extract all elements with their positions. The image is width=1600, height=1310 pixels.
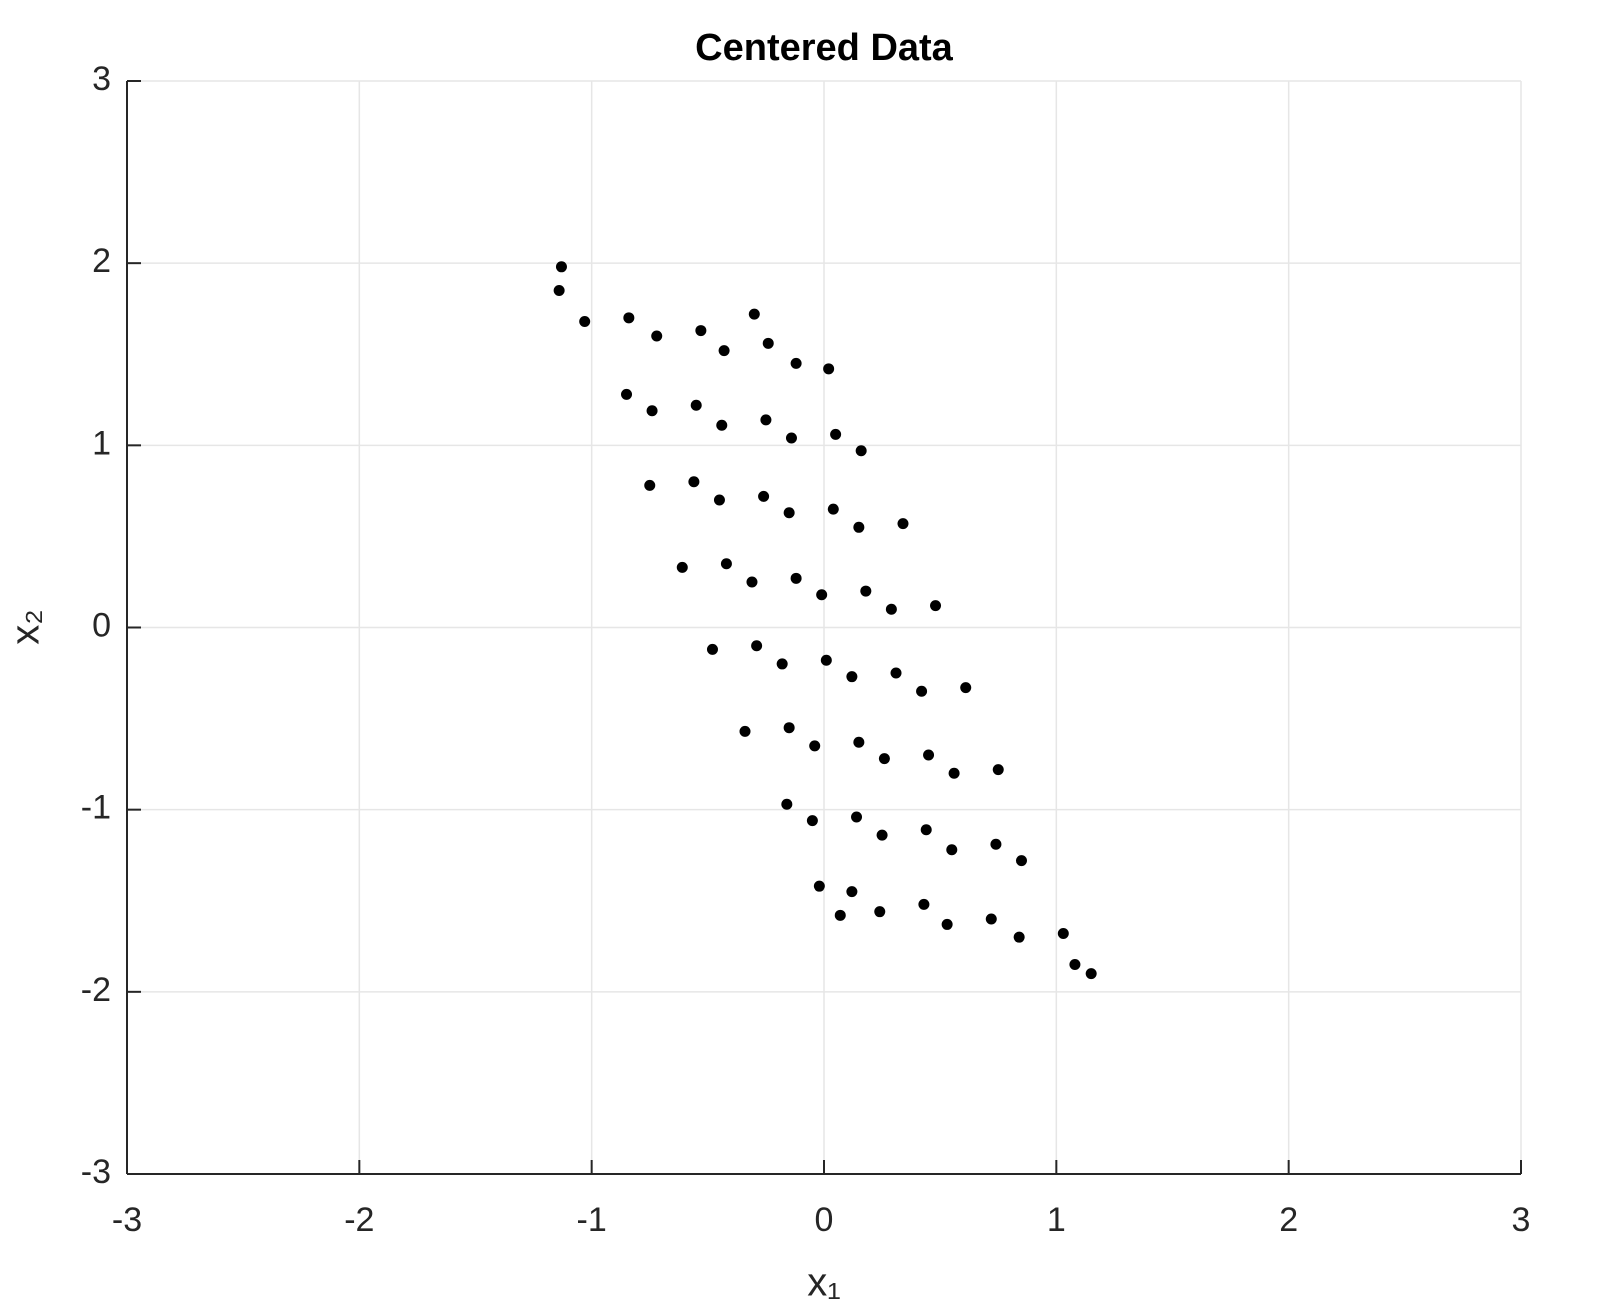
point bbox=[830, 428, 842, 440]
point bbox=[762, 337, 774, 349]
point bbox=[813, 880, 825, 892]
x-tick-label: -3 bbox=[112, 1201, 142, 1239]
y-tick-label: -1 bbox=[81, 789, 111, 827]
point bbox=[751, 640, 763, 652]
point bbox=[785, 432, 797, 444]
point bbox=[992, 764, 1004, 776]
point bbox=[809, 740, 821, 752]
point bbox=[827, 503, 839, 515]
y-axis-label: x₂ bbox=[4, 609, 48, 645]
x-tick-label: 1 bbox=[1047, 1201, 1066, 1239]
point bbox=[860, 585, 872, 597]
x-tick-label: 2 bbox=[1279, 1201, 1298, 1239]
x-tick-label: -2 bbox=[344, 1201, 374, 1239]
point bbox=[916, 685, 928, 697]
point bbox=[946, 844, 958, 856]
point bbox=[621, 388, 633, 400]
y-tick-label: 0 bbox=[92, 606, 111, 644]
point bbox=[555, 261, 567, 273]
point bbox=[746, 576, 758, 588]
point bbox=[553, 284, 565, 296]
point bbox=[923, 749, 935, 761]
point bbox=[781, 798, 793, 810]
point bbox=[579, 315, 591, 327]
point bbox=[855, 445, 867, 457]
point bbox=[646, 405, 658, 417]
x-tick-label: 3 bbox=[1512, 1201, 1531, 1239]
chart-title: Centered Data bbox=[695, 27, 953, 69]
point bbox=[790, 357, 802, 369]
point bbox=[644, 479, 656, 491]
point bbox=[706, 643, 718, 655]
x-axis-label: x₁ bbox=[807, 1261, 841, 1305]
x-tick-label: -1 bbox=[577, 1201, 607, 1239]
point bbox=[713, 494, 725, 506]
point bbox=[885, 603, 897, 615]
point bbox=[695, 325, 707, 337]
point bbox=[690, 399, 702, 411]
point bbox=[816, 589, 828, 601]
point bbox=[846, 671, 858, 683]
y-tick-label: 3 bbox=[92, 60, 111, 98]
x-tick-label: 0 bbox=[815, 1201, 834, 1239]
point bbox=[960, 682, 972, 694]
point bbox=[1015, 855, 1027, 867]
point bbox=[851, 811, 863, 823]
point bbox=[846, 886, 858, 898]
point bbox=[990, 838, 1002, 850]
point bbox=[823, 363, 835, 375]
point bbox=[820, 654, 832, 666]
point bbox=[783, 722, 795, 734]
point bbox=[776, 658, 788, 670]
point bbox=[918, 898, 930, 910]
point bbox=[941, 918, 953, 930]
point bbox=[874, 906, 886, 918]
point bbox=[1069, 959, 1081, 971]
y-tick-label: 2 bbox=[92, 242, 111, 280]
point bbox=[760, 414, 772, 426]
point bbox=[688, 476, 700, 488]
point bbox=[758, 490, 770, 502]
point bbox=[783, 507, 795, 519]
point bbox=[876, 829, 888, 841]
point bbox=[1013, 931, 1025, 943]
point bbox=[1085, 968, 1097, 980]
point bbox=[853, 521, 865, 533]
point bbox=[718, 345, 730, 357]
point bbox=[890, 667, 902, 679]
y-tick-label: 1 bbox=[92, 424, 111, 462]
point bbox=[739, 725, 751, 737]
point bbox=[806, 815, 818, 827]
point bbox=[748, 308, 760, 320]
point bbox=[948, 767, 960, 779]
point bbox=[1057, 928, 1069, 940]
y-tick-label: -2 bbox=[81, 971, 111, 1009]
point bbox=[834, 909, 846, 921]
point bbox=[651, 330, 663, 342]
y-tick-label: -3 bbox=[81, 1153, 111, 1191]
point bbox=[985, 913, 997, 925]
point bbox=[930, 600, 942, 612]
point bbox=[878, 753, 890, 765]
point bbox=[623, 312, 635, 324]
point bbox=[676, 561, 688, 573]
point bbox=[897, 518, 909, 530]
point bbox=[853, 736, 865, 748]
point bbox=[716, 419, 728, 431]
point bbox=[920, 824, 932, 836]
point bbox=[720, 558, 732, 570]
point bbox=[790, 572, 802, 584]
